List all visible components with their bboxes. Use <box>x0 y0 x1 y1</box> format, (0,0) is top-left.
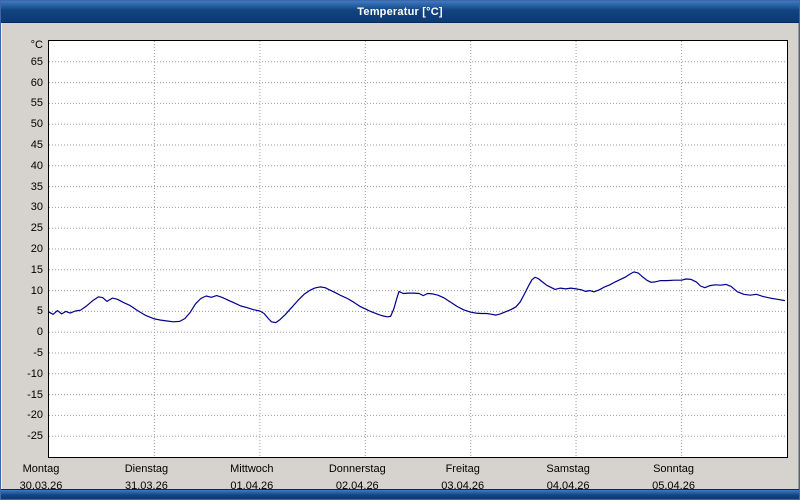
y-axis-unit-label: °C <box>30 39 43 51</box>
gridlines <box>49 41 787 457</box>
window-title-bar[interactable]: Temperatur [°C] <box>1 1 799 23</box>
y-tick-label: -10 <box>27 367 43 380</box>
x-axis-day-label: Freitag <box>445 463 480 475</box>
y-tick-label: -20 <box>27 409 43 422</box>
x-axis-day-label: Donnerstag <box>328 463 386 475</box>
y-tick-label: -25 <box>27 430 43 443</box>
temperature-line-chart <box>49 41 787 457</box>
x-axis-day-label: Sonntag <box>653 463 695 475</box>
x-axis-day-label: Mittwoch <box>230 463 274 475</box>
y-tick-label: 15 <box>30 263 43 276</box>
y-tick-label: -15 <box>27 388 43 401</box>
chart-plot-area <box>48 40 788 458</box>
window-title: Temperatur [°C] <box>357 5 443 18</box>
x-axis-day-label: Montag <box>22 463 60 475</box>
y-tick-label: 60 <box>30 76 43 89</box>
bottom-status-bar <box>1 489 799 499</box>
y-tick-label: 20 <box>30 243 43 255</box>
y-tick-label: 30 <box>30 201 43 214</box>
y-tick-label: 45 <box>30 139 43 151</box>
y-tick-label: 0 <box>36 326 43 339</box>
y-tick-label: 65 <box>30 55 43 68</box>
x-axis-day-label: Samstag <box>546 463 590 475</box>
y-tick-label: 40 <box>30 159 43 172</box>
y-tick-label: 50 <box>30 118 43 131</box>
y-tick-label: 25 <box>30 222 43 235</box>
y-tick-label: 55 <box>30 97 43 110</box>
temperature-series-line <box>49 271 786 324</box>
x-axis-day-label: Dienstag <box>124 463 169 475</box>
y-tick-label: 35 <box>30 180 43 193</box>
y-tick-label: 5 <box>36 305 43 318</box>
y-tick-label: 10 <box>30 284 43 297</box>
y-tick-label: -5 <box>33 347 43 359</box>
